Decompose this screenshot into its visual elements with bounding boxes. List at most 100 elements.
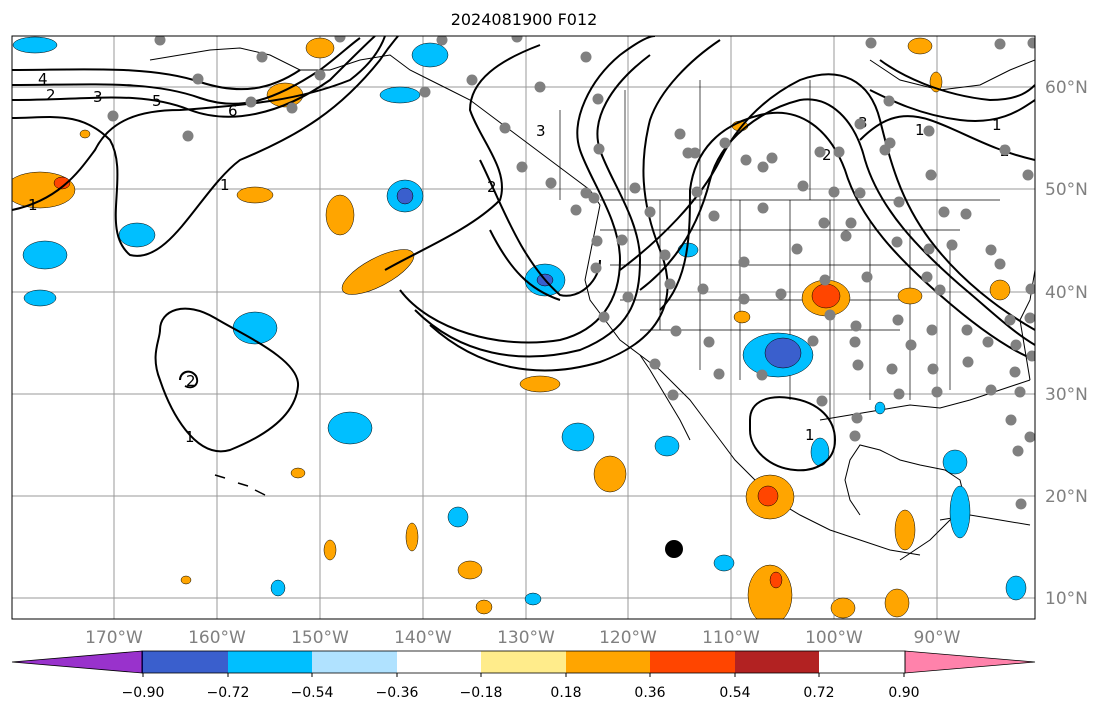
station-dot [616, 234, 628, 246]
station-dot [511, 36, 523, 43]
neg-blob [379, 86, 421, 104]
contour-line [619, 73, 1035, 331]
station-dot [1027, 37, 1035, 49]
station-dot [1025, 283, 1035, 295]
station-dot [756, 369, 768, 381]
station-dot [588, 192, 600, 204]
pos-blob [180, 575, 192, 585]
station-dot [591, 235, 603, 247]
pos-blob-core [757, 485, 779, 507]
station-dot [107, 110, 119, 122]
station-dot [708, 210, 720, 222]
colorbar-tick-label: −0.36 [376, 685, 419, 701]
map-title: 2024081900 F012 [450, 10, 598, 29]
contour-label: 1 [805, 426, 815, 444]
lon-label: 100°W [805, 628, 863, 648]
lon-label: 160°W [188, 628, 246, 648]
contour-line [414, 54, 651, 358]
station-dot [738, 293, 750, 305]
station-dot [757, 161, 769, 173]
station-dot [534, 81, 546, 93]
station-dot [849, 336, 861, 348]
station-dot [818, 217, 830, 229]
station-dot [664, 278, 676, 290]
station-dot [850, 320, 862, 332]
station-dot [670, 325, 682, 337]
station-dot [814, 146, 826, 158]
station-dot [845, 217, 857, 229]
station-dot [925, 169, 937, 181]
colorbar-tick-label: −0.54 [291, 685, 334, 701]
contour-line [429, 39, 721, 372]
neg-blob [22, 240, 68, 270]
station-dot [598, 311, 610, 323]
lat-label: 10°N [1045, 589, 1088, 609]
neg-blob [447, 506, 469, 528]
lon-label: 130°W [497, 628, 555, 648]
colorbar-tick-label: −0.72 [207, 685, 250, 701]
neg-blob [327, 411, 373, 445]
contour-label: 1 [220, 176, 230, 194]
neg-blob [561, 422, 595, 452]
lon-label: 90°W [914, 628, 961, 648]
station-dot [580, 51, 592, 63]
station-dot [622, 291, 634, 303]
colorbar-tick-label: 0.54 [719, 685, 750, 701]
contour-line [12, 36, 376, 118]
contour-label: 2 [46, 86, 56, 104]
station-dot [697, 283, 709, 295]
station-dot [824, 309, 836, 321]
station-dot [691, 186, 703, 198]
station-dot [1015, 498, 1027, 510]
station-dot [1005, 414, 1017, 426]
station-dot [833, 146, 845, 158]
station-dot [644, 206, 656, 218]
gridlines [12, 36, 1035, 619]
lat-axis-labels: 60°N 50°N 40°N 30°N 20°N 10°N [1045, 78, 1088, 609]
colorbar-tick-label: 0.90 [888, 685, 919, 701]
pos-blob [894, 509, 916, 551]
station-dot [982, 336, 994, 348]
contour-line [12, 37, 361, 105]
station-dot [719, 137, 731, 149]
station-dot [689, 147, 701, 159]
station-dot [883, 95, 895, 107]
station-dot [570, 204, 582, 216]
station-dot [985, 244, 997, 256]
alaska-coast [149, 47, 601, 206]
contour-line [749, 396, 837, 472]
station-dot [740, 154, 752, 166]
lat-label: 20°N [1045, 487, 1088, 507]
contour-label: 5 [152, 92, 162, 110]
contour-label: 1 [28, 196, 38, 214]
pos-blob [323, 539, 337, 561]
colorbar-outline [141, 650, 906, 674]
station-dot [934, 284, 946, 296]
lon-label: 110°W [702, 628, 760, 648]
contour-label: 2 [186, 372, 196, 390]
colorbar-extend-low [11, 650, 143, 674]
station-dots [107, 36, 1035, 510]
station-dot [828, 186, 840, 198]
contour-label: 2 [822, 146, 832, 164]
station-dot [1024, 431, 1035, 443]
colorbar-tick-labels: −0.90 −0.72 −0.54 −0.36 −0.18 0.18 0.36 0.54 0.7… [122, 673, 920, 701]
station-dot [1012, 445, 1024, 457]
contour-line [154, 307, 300, 453]
contour-label: 1 [992, 116, 1002, 134]
map-background [12, 36, 1035, 619]
colorbar-segment [142, 651, 143, 673]
pos-blob [593, 455, 627, 493]
station-dot [1009, 366, 1021, 378]
station-dot [960, 208, 972, 220]
station-dot [1010, 339, 1022, 351]
pos-blob [475, 599, 493, 615]
contour-line [12, 36, 399, 257]
lon-label: 120°W [599, 628, 657, 648]
neg-blob [411, 42, 449, 68]
station-dot [923, 125, 935, 137]
colorbar-tick-label: −0.18 [460, 685, 503, 701]
station-dot [592, 93, 604, 105]
station-dot [851, 412, 863, 424]
